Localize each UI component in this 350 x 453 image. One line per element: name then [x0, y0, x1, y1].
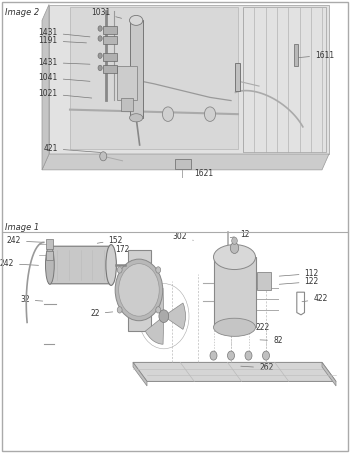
- Circle shape: [245, 351, 252, 360]
- Bar: [103, 53, 117, 61]
- Wedge shape: [145, 319, 164, 344]
- Text: 422: 422: [302, 294, 328, 304]
- Bar: [130, 20, 143, 118]
- Text: 302: 302: [173, 232, 193, 241]
- Circle shape: [117, 267, 122, 273]
- Bar: [46, 239, 53, 249]
- Text: 1611: 1611: [297, 51, 334, 60]
- Circle shape: [262, 351, 270, 360]
- Text: 1031: 1031: [91, 8, 121, 18]
- Text: 262: 262: [241, 363, 273, 372]
- Circle shape: [98, 36, 102, 41]
- Text: 1021: 1021: [38, 89, 92, 98]
- Bar: [175, 159, 191, 169]
- Text: 112: 112: [279, 269, 319, 278]
- Bar: [103, 26, 117, 34]
- Polygon shape: [133, 362, 147, 386]
- Text: 82: 82: [260, 336, 282, 345]
- Text: 32: 32: [20, 295, 43, 304]
- Bar: [103, 65, 117, 73]
- Wedge shape: [145, 288, 164, 313]
- Circle shape: [117, 307, 122, 313]
- Circle shape: [230, 243, 239, 254]
- Ellipse shape: [46, 246, 54, 284]
- Circle shape: [162, 107, 174, 121]
- Text: 1621: 1621: [188, 168, 214, 178]
- Text: 22: 22: [90, 309, 113, 318]
- Circle shape: [156, 307, 161, 313]
- Circle shape: [156, 267, 161, 273]
- Polygon shape: [128, 250, 150, 331]
- Polygon shape: [49, 5, 329, 154]
- Ellipse shape: [214, 245, 256, 270]
- Wedge shape: [168, 303, 186, 329]
- Circle shape: [232, 237, 237, 245]
- Bar: [214, 257, 256, 327]
- Circle shape: [98, 53, 102, 58]
- Bar: [117, 66, 136, 100]
- Circle shape: [210, 351, 217, 360]
- Circle shape: [115, 259, 163, 321]
- Bar: [234, 63, 240, 91]
- Text: 242: 242: [7, 236, 43, 246]
- Ellipse shape: [214, 318, 256, 336]
- Circle shape: [100, 152, 107, 161]
- Text: Image 2: Image 2: [5, 8, 40, 17]
- Text: Image 1: Image 1: [5, 223, 40, 232]
- Polygon shape: [322, 362, 336, 386]
- Text: 172: 172: [104, 245, 130, 254]
- Text: 122: 122: [279, 277, 319, 286]
- Ellipse shape: [130, 114, 143, 122]
- Bar: [46, 251, 53, 260]
- Text: 1041: 1041: [38, 73, 90, 82]
- Text: 12: 12: [230, 230, 249, 239]
- Polygon shape: [42, 154, 329, 170]
- Ellipse shape: [130, 15, 143, 25]
- Bar: [257, 272, 271, 290]
- Text: 152: 152: [97, 236, 123, 245]
- Circle shape: [98, 65, 102, 71]
- Polygon shape: [133, 362, 336, 381]
- Ellipse shape: [106, 245, 116, 285]
- Polygon shape: [70, 7, 238, 149]
- FancyBboxPatch shape: [48, 246, 113, 284]
- Text: 62: 62: [130, 325, 148, 334]
- Text: 1431: 1431: [38, 58, 90, 67]
- Text: 1191: 1191: [38, 36, 86, 45]
- Bar: [103, 36, 117, 44]
- Circle shape: [159, 310, 169, 323]
- Circle shape: [228, 351, 234, 360]
- Text: 421: 421: [43, 144, 100, 153]
- Text: 242: 242: [0, 259, 38, 268]
- Circle shape: [98, 26, 102, 31]
- Text: 1431: 1431: [38, 28, 90, 37]
- Polygon shape: [42, 5, 49, 170]
- Bar: [121, 98, 133, 111]
- Bar: [294, 44, 298, 66]
- Circle shape: [119, 264, 159, 316]
- Circle shape: [204, 107, 216, 121]
- Text: 222: 222: [244, 323, 270, 332]
